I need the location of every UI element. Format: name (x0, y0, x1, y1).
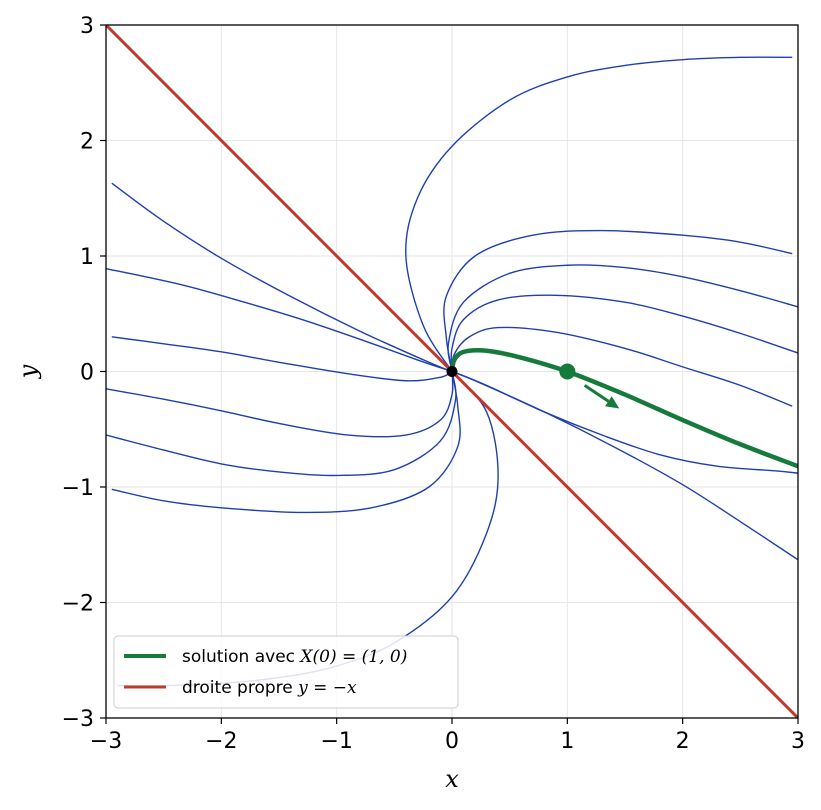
trajectory-0 (405, 56, 793, 372)
legend-label-eigenline: droite propre y = −x (182, 678, 357, 698)
trajectory-1 (443, 229, 793, 372)
legend: solution avec X(0) = (1, 0) droite propr… (113, 635, 459, 709)
legend-label-eigenline-math: y = −x (297, 678, 357, 698)
y-tick-label-6: 3 (80, 14, 94, 39)
trajectory-4 (451, 326, 793, 407)
legend-label-solution: solution avec X(0) = (1, 0) (182, 647, 407, 667)
x-tick-label-4: 1 (560, 729, 574, 754)
x-tick-label-6: 3 (791, 729, 805, 754)
initial-point-marker (559, 363, 576, 380)
trajectory-13 (111, 182, 453, 373)
trajectory-10 (106, 371, 454, 438)
velocity-arrow-shaft (583, 384, 610, 403)
x-tick-label-2: −1 (320, 729, 352, 754)
legend-label-eigenline-prefix: droite propre (182, 678, 298, 698)
x-tick-label-5: 2 (676, 729, 690, 754)
y-tick-label-0: −3 (62, 707, 94, 732)
solution-curve (449, 347, 798, 469)
y-tick-label-3: 0 (80, 361, 94, 386)
trajectory-6 (451, 370, 798, 561)
x-axis-label: x (445, 765, 459, 793)
trajectory-2 (447, 264, 798, 372)
y-axis-label: y (14, 364, 42, 379)
velocity-arrow-head (605, 396, 620, 409)
legend-label-solution-prefix: solution avec (182, 647, 300, 667)
y-tick-label-4: 1 (80, 245, 94, 270)
legend-box (113, 635, 459, 709)
trajectory-8 (111, 371, 461, 514)
y-tick-label-2: −1 (62, 476, 94, 501)
y-tick-label-5: 2 (80, 130, 94, 155)
trajectory-11 (111, 336, 453, 382)
trajectory-12 (106, 268, 453, 373)
legend-label-solution-math: X(0) = (1, 0) (298, 647, 407, 667)
origin-equilibrium-point (446, 366, 458, 377)
trajectory-3 (450, 294, 798, 372)
axis-ticks: −3 −2 −1 0 1 2 3 −3 −2 −1 0 1 2 3 (62, 14, 805, 754)
y-tick-label-1: −2 (62, 592, 94, 617)
x-tick-label-0: −3 (90, 729, 122, 754)
trajectory-9 (106, 371, 457, 477)
x-tick-label-1: −2 (205, 729, 237, 754)
x-tick-label-3: 0 (445, 729, 459, 754)
